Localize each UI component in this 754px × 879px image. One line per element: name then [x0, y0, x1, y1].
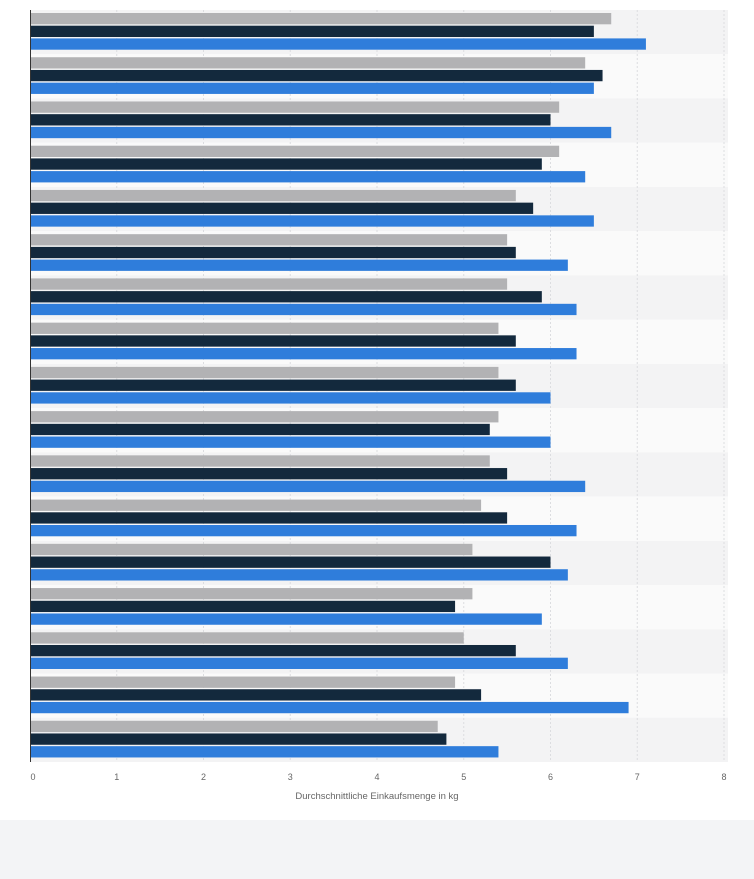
bar[interactable]: [30, 145, 560, 158]
bar[interactable]: [30, 57, 586, 69]
x-tick-label: 2: [201, 772, 206, 782]
x-tick-label: 6: [548, 772, 553, 782]
bar[interactable]: [30, 189, 516, 202]
bar[interactable]: [30, 38, 646, 50]
bar[interactable]: [30, 171, 586, 183]
bar[interactable]: [30, 701, 629, 714]
bar[interactable]: [30, 322, 499, 334]
bar[interactable]: [30, 689, 482, 701]
bar[interactable]: [30, 215, 594, 227]
bar[interactable]: [30, 101, 560, 113]
bar[interactable]: [30, 556, 551, 568]
x-tick-label: 0: [30, 772, 35, 782]
x-tick-label: 8: [721, 772, 726, 782]
bar[interactable]: [30, 126, 612, 139]
bar[interactable]: [30, 69, 603, 82]
x-tick-label: 7: [635, 772, 640, 782]
bar[interactable]: [30, 455, 490, 467]
bar[interactable]: [30, 644, 516, 657]
bar[interactable]: [30, 335, 516, 347]
x-tick-label: 4: [374, 772, 379, 782]
bar[interactable]: [30, 82, 594, 94]
bar[interactable]: [30, 291, 542, 303]
footer-band: [0, 820, 754, 879]
bar[interactable]: [30, 569, 568, 581]
bar[interactable]: [30, 246, 516, 259]
x-tick-label: 3: [288, 772, 293, 782]
bar[interactable]: [30, 13, 612, 25]
x-tick-label: 1: [114, 772, 119, 782]
bar[interactable]: [30, 25, 594, 37]
bar[interactable]: [30, 379, 516, 391]
bar[interactable]: [30, 114, 551, 126]
bar[interactable]: [30, 158, 542, 170]
bar[interactable]: [30, 720, 438, 733]
bar[interactable]: [30, 588, 473, 600]
bar[interactable]: [30, 543, 473, 556]
x-axis-title: Durchschnittliche Einkaufsmenge in kg: [295, 791, 458, 802]
bar[interactable]: [30, 278, 508, 290]
bar[interactable]: [30, 632, 464, 644]
bar[interactable]: [30, 392, 551, 404]
bar[interactable]: [30, 202, 534, 214]
bar[interactable]: [30, 512, 508, 524]
x-tick-label: 5: [461, 772, 466, 782]
bar[interactable]: [30, 524, 577, 537]
bar[interactable]: [30, 657, 568, 669]
bar[interactable]: [30, 259, 568, 271]
bar[interactable]: [30, 423, 490, 436]
bar[interactable]: [30, 746, 499, 758]
bar[interactable]: [30, 366, 499, 379]
bar[interactable]: [30, 348, 577, 360]
bar[interactable]: [30, 499, 482, 511]
bar[interactable]: [30, 676, 456, 688]
bar[interactable]: [30, 613, 542, 625]
bar[interactable]: [30, 733, 447, 745]
bar[interactable]: [30, 411, 499, 423]
bar[interactable]: [30, 468, 508, 480]
bar[interactable]: [30, 436, 551, 448]
bar[interactable]: [30, 480, 586, 493]
bar[interactable]: [30, 303, 577, 316]
bar[interactable]: [30, 234, 508, 246]
bar[interactable]: [30, 600, 456, 613]
